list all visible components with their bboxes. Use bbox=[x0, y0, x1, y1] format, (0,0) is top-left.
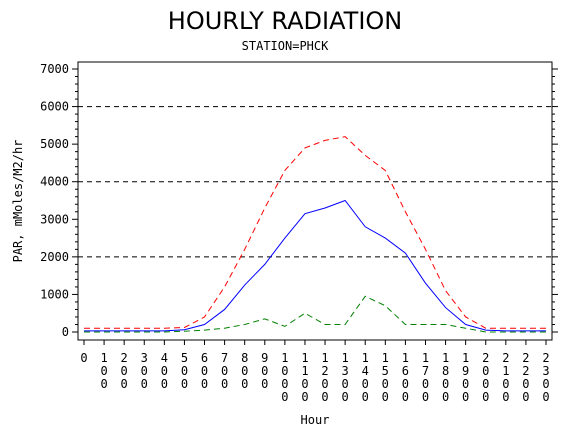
plot-frame bbox=[77, 61, 553, 341]
y-tick-label: 3000 bbox=[40, 212, 69, 226]
series-line bbox=[84, 295, 546, 333]
x-axis: 0 1 0 0 2 0 0 3 0 0 4 0 0 5 0 0 6 0 0 7 0 0 8 0 0 9 0 0 1 0 0 0 1 1 0 0 1 2 0 0… bbox=[80, 340, 550, 404]
y-axis-label: PAR, mMoles/M2/hr bbox=[11, 140, 25, 263]
y-tick-label: 7000 bbox=[40, 62, 69, 76]
y-tick-label: 6000 bbox=[40, 100, 69, 114]
chart-subtitle: STATION=PHCK bbox=[242, 39, 329, 53]
chart-title: HOURLY RADIATION bbox=[168, 7, 402, 35]
y-tick-label: 1000 bbox=[40, 287, 69, 301]
x-tick-label: 0 bbox=[80, 351, 87, 365]
series-line bbox=[84, 136, 546, 329]
y-tick-label: 5000 bbox=[40, 137, 69, 151]
x-axis-label: Hour bbox=[301, 413, 330, 427]
series-lines bbox=[84, 136, 546, 333]
y-axis: 0 1000 2000 3000 4000 5000 6000 7000 bbox=[40, 62, 558, 339]
grid-lines bbox=[78, 106, 552, 258]
y-tick-label: 4000 bbox=[40, 175, 69, 189]
y-tick-label: 0 bbox=[62, 325, 69, 339]
y-tick-label: 2000 bbox=[40, 250, 69, 264]
series-line bbox=[84, 199, 546, 332]
